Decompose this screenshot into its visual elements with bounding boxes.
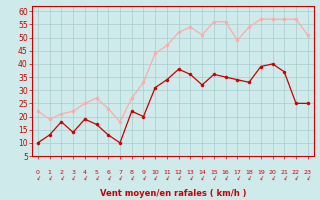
Text: ↓: ↓ xyxy=(175,175,182,182)
Text: ↓: ↓ xyxy=(222,175,229,182)
Text: ↓: ↓ xyxy=(210,175,217,182)
Text: ↓: ↓ xyxy=(187,175,194,182)
Text: ↓: ↓ xyxy=(234,175,241,182)
X-axis label: Vent moyen/en rafales ( km/h ): Vent moyen/en rafales ( km/h ) xyxy=(100,189,246,198)
Text: ↓: ↓ xyxy=(81,175,88,182)
Text: ↓: ↓ xyxy=(58,175,65,182)
Text: ↓: ↓ xyxy=(105,175,112,182)
Text: ↓: ↓ xyxy=(116,175,124,182)
Text: ↓: ↓ xyxy=(257,175,264,182)
Text: ↓: ↓ xyxy=(269,175,276,182)
Text: ↓: ↓ xyxy=(93,175,100,182)
Text: ↓: ↓ xyxy=(281,175,288,182)
Text: ↓: ↓ xyxy=(199,175,206,182)
Text: ↓: ↓ xyxy=(164,175,171,182)
Text: ↓: ↓ xyxy=(46,175,53,182)
Text: ↓: ↓ xyxy=(128,175,135,182)
Text: ↓: ↓ xyxy=(140,175,147,182)
Text: ↓: ↓ xyxy=(34,175,41,182)
Text: ↓: ↓ xyxy=(69,175,76,182)
Text: ↓: ↓ xyxy=(292,175,300,182)
Text: ↓: ↓ xyxy=(304,175,311,182)
Text: ↓: ↓ xyxy=(152,175,159,182)
Text: ↓: ↓ xyxy=(245,175,252,182)
